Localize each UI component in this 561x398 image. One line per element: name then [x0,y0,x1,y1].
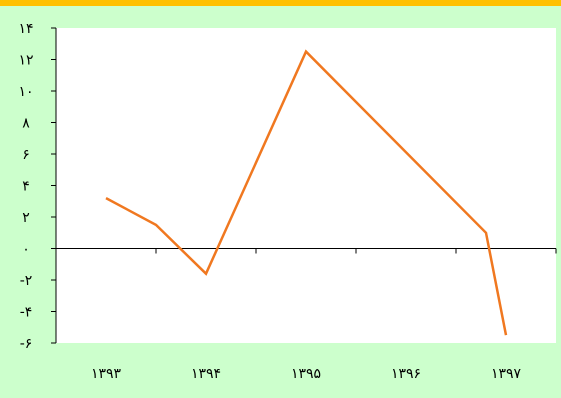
y-tick-label: -۶ [20,336,33,352]
x-tick-label: ۱۳۹۶ [391,366,421,382]
x-axis: ۱۳۹۳ ۱۳۹۴ ۱۳۹۵ ۱۳۹۶ ۱۳۹۷ [56,248,557,382]
top-accent-bar [0,0,561,6]
y-tick-label: ۱۲ [18,53,33,69]
x-tick-label: ۱۳۹۵ [291,366,321,382]
x-tick-label: ۱۳۹۳ [91,366,122,382]
plot-area [56,28,556,343]
y-tick-label: ۱۴ [18,21,33,37]
y-tick-label: -۲ [20,273,33,289]
y-tick-label: -۴ [20,305,33,321]
x-tick-label: ۱۳۹۷ [491,366,522,382]
series-line [105,49,508,336]
y-axis: ۱۴ ۱۲ ۱۰ ۸ ۶ ۴ ۲ ۰ -۲ -۴ -۶ [18,21,57,352]
x-tick-label: ۱۳۹۴ [191,366,221,382]
y-tick-label: ۸ [22,116,30,132]
y-tick-label: ۱۰ [18,84,33,100]
y-tick-label: ۶ [22,147,30,163]
series [105,49,508,336]
y-tick-label: ۰ [22,242,30,258]
y-tick-label: ۴ [22,179,30,195]
y-tick-label: ۲ [22,210,30,226]
